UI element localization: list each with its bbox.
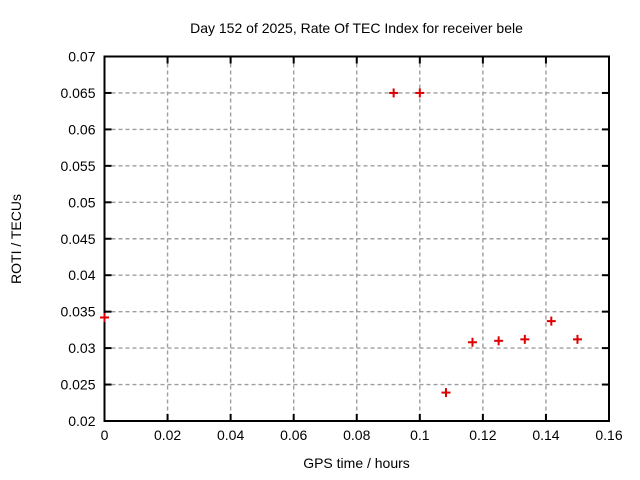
y-tick-label: 0.025 xyxy=(60,377,95,393)
y-tick-label: 0.03 xyxy=(68,340,95,356)
x-tick-label: 0.12 xyxy=(469,427,496,443)
x-tick-label: 0.14 xyxy=(532,427,559,443)
x-tick-label: 0.08 xyxy=(343,427,370,443)
x-tick-label: 0.06 xyxy=(280,427,307,443)
y-tick-label: 0.06 xyxy=(68,121,95,137)
y-tick-label: 0.07 xyxy=(68,49,95,65)
plot-border xyxy=(103,55,610,422)
y-tick-label: 0.055 xyxy=(60,158,95,174)
chart-title: Day 152 of 2025, Rate Of TEC Index for r… xyxy=(190,20,523,36)
y-tick-label: 0.02 xyxy=(68,413,95,429)
y-tick-label: 0.04 xyxy=(68,267,95,283)
x-axis-label: GPS time / hours xyxy=(303,455,410,471)
x-tick-label: 0.02 xyxy=(154,427,181,443)
y-tick-label: 0.045 xyxy=(60,231,95,247)
y-tick-label: 0.035 xyxy=(60,304,95,320)
x-tick-label: 0 xyxy=(101,427,109,443)
x-tick-label: 0.04 xyxy=(217,427,244,443)
y-tick-label: 0.05 xyxy=(68,194,95,210)
x-tick-label: 0.1 xyxy=(410,427,430,443)
x-tick-label: 0.16 xyxy=(595,427,622,443)
y-tick-label: 0.065 xyxy=(60,85,95,101)
